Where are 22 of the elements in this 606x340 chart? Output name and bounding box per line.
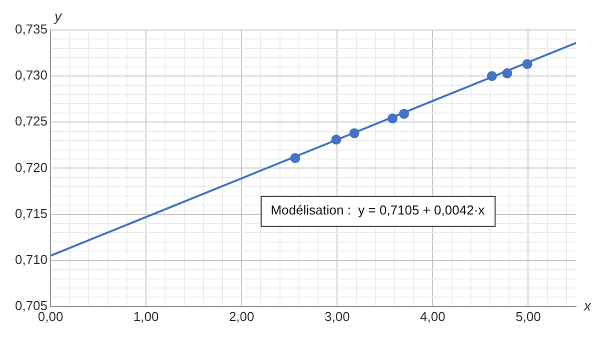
y-tick-label: 0,735 [14, 22, 48, 37]
y-tick-label: 0,725 [14, 114, 48, 129]
y-tick-label: 0,710 [14, 252, 48, 267]
point [388, 113, 398, 124]
y-tick-label: 0,730 [14, 68, 48, 83]
point [502, 68, 512, 78]
point [522, 59, 532, 70]
point [399, 108, 410, 119]
x-tick-label: 4,00 [420, 308, 446, 324]
x-tick-label: 2,00 [228, 308, 254, 324]
point [349, 128, 360, 138]
y-tick-label: 0,720 [14, 160, 48, 175]
point [290, 153, 300, 164]
x-tick-label: 1,00 [133, 308, 159, 324]
x-tick-label: 3,00 [324, 308, 350, 324]
x-axis-title: x [583, 297, 592, 314]
point [331, 134, 342, 145]
y-tick-label: 0,715 [14, 206, 48, 221]
point [486, 71, 497, 82]
annotation: Modélisation : y = 0,7105 + 0,0042·x [270, 202, 486, 218]
x-tick-label: 5,00 [516, 308, 541, 324]
y-axis-title: y [54, 8, 63, 24]
